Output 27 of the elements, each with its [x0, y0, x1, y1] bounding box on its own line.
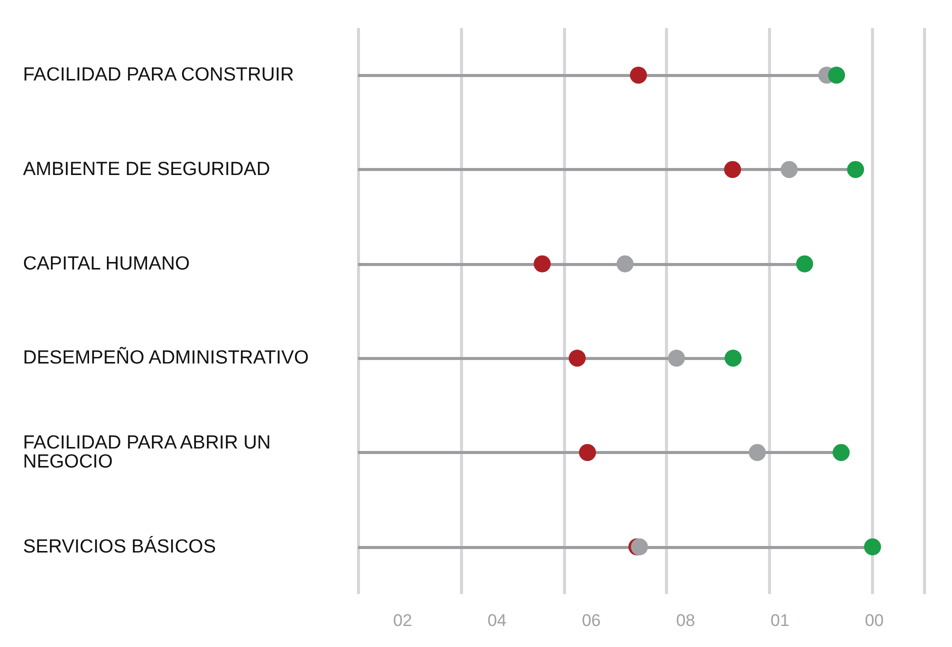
y-tick-label: SERVICIOS BÁSICOS	[23, 535, 216, 558]
point	[780, 161, 798, 178]
point	[724, 350, 742, 367]
point	[832, 444, 850, 461]
point	[847, 161, 864, 178]
y-tick-label: FACILIDAD PARA ABRIR UN NEGOCIO	[23, 432, 276, 472]
point	[668, 350, 686, 367]
text: 01	[770, 611, 790, 630]
point	[828, 66, 846, 84]
text: 06	[582, 611, 601, 630]
text: 02	[393, 611, 412, 630]
y-tick-label: DESEMPEÑO ADMINISTRATIVO	[23, 346, 309, 369]
text: 08	[676, 611, 696, 630]
point	[748, 444, 766, 461]
point	[568, 350, 586, 367]
point	[616, 255, 634, 272]
point	[724, 161, 742, 178]
y-tick-label: FACILIDAD PARA CONSTRUIR	[23, 64, 294, 86]
point	[796, 255, 814, 272]
point	[864, 538, 882, 556]
y-tick-label: AMBIENTE DE SEGURIDAD	[23, 159, 270, 180]
point	[534, 255, 551, 272]
y-tick-label: CAPITAL HUMANO	[23, 253, 190, 274]
point	[630, 66, 647, 84]
text: 04	[488, 611, 506, 630]
text: 00	[864, 611, 884, 630]
point	[579, 444, 596, 461]
